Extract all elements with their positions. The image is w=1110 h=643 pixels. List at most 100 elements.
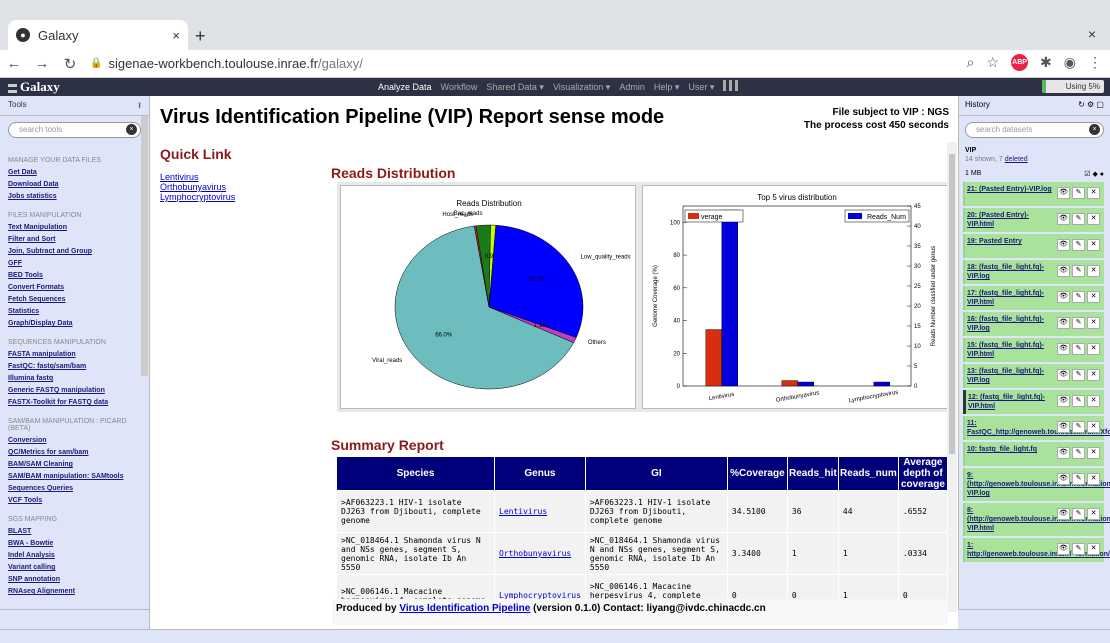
eye-icon[interactable]: 👁 <box>1057 213 1070 225</box>
delete-icon[interactable]: ✕ <box>1087 291 1100 303</box>
delete-icon[interactable]: ✕ <box>1087 421 1100 433</box>
report-scrollbar[interactable] <box>947 142 957 612</box>
eye-icon[interactable]: 👁 <box>1057 265 1070 277</box>
pencil-icon[interactable]: ✎ <box>1072 239 1085 251</box>
tool-download-data[interactable]: Download Data <box>8 181 59 188</box>
tool-bam-sam-cleaning[interactable]: BAM/SAM Cleaning <box>8 461 73 468</box>
history-item-title[interactable]: 16: (fastq_file_light.fq)-VIP.log <box>967 316 1045 332</box>
history-item[interactable]: 15: (fastq_file_light.fq)-VIP.html 👁 ✎ ✕ <box>963 338 1104 362</box>
genus-link[interactable]: Lymphocryptovirus <box>499 591 581 600</box>
history-item[interactable]: 12: (fastq_file_light.fq)-VIP.html 👁 ✎ ✕ <box>963 390 1104 414</box>
history-item[interactable]: 1: http://genoweb.toulouse.inra.fr/~form… <box>963 538 1110 562</box>
eye-icon[interactable]: 👁 <box>1057 317 1070 329</box>
eye-icon[interactable]: 👁 <box>1057 508 1070 520</box>
deleted-link[interactable]: deleted <box>1004 156 1028 163</box>
tool-join-subtract-and-group[interactable]: Join, Subtract and Group <box>8 248 93 255</box>
delete-icon[interactable]: ✕ <box>1087 343 1100 355</box>
history-hscroll[interactable] <box>958 609 1110 629</box>
url-field[interactable]: 🔒 sigenae-workbench.toulouse.inrae.fr/ga… <box>90 56 363 71</box>
tool-qc-metrics-for-sam-bam[interactable]: QC/Metrics for sam/bam <box>8 449 89 456</box>
history-item[interactable]: 8: (http://genoweb.toulouse.inra.fr/Xfor… <box>963 503 1110 536</box>
tool-section-title[interactable]: SAM/BAM MANIPULATION : PICARD (BETA) <box>8 418 127 432</box>
extensions-icon[interactable]: ✱ <box>1040 54 1052 70</box>
eye-icon[interactable]: 👁 <box>1057 395 1070 407</box>
tool-fasta-manipulation[interactable]: FASTA manipulation <box>8 351 76 358</box>
history-item[interactable]: 11: FastQC_http://genoweb.toulouse.inra.… <box>963 416 1110 440</box>
menu-icon[interactable]: ⋮ <box>1088 54 1102 70</box>
delete-icon[interactable]: ✕ <box>1087 265 1100 277</box>
history-item-title[interactable]: 1: http://genoweb.toulouse.inra.fr/~form… <box>967 542 1110 558</box>
tool-graph-display-data[interactable]: Graph/Display Data <box>8 320 73 327</box>
clear-history-search-icon[interactable]: × <box>1089 124 1100 135</box>
pencil-icon[interactable]: ✎ <box>1072 265 1085 277</box>
tool-section-title[interactable]: SEQUENCES MANIPULATION <box>8 339 106 346</box>
tool-panel-scrollbar[interactable] <box>141 116 148 376</box>
history-item-title[interactable]: 12: (fastq_file_light.fq)-VIP.html <box>968 394 1046 410</box>
eye-icon[interactable]: 👁 <box>1057 343 1070 355</box>
history-item-title[interactable]: 9: (http://genoweb.toulouse.inra.fr/Xfor… <box>967 472 1110 497</box>
profile-icon[interactable]: ◉ <box>1063 54 1076 70</box>
tool-illumina-fastq[interactable]: Illumina fastq <box>8 375 54 382</box>
history-item[interactable]: 16: (fastq_file_light.fq)-VIP.log 👁 ✎ ✕ <box>963 312 1104 336</box>
bookmark-star-icon[interactable]: ☆ <box>986 54 1000 70</box>
tool-sequences-queries[interactable]: Sequences Queries <box>8 485 73 492</box>
nav-workflow[interactable]: Workflow <box>440 82 478 92</box>
quick-link-orthobunyavirus[interactable]: Orthobunyavirus <box>160 182 227 192</box>
tool-fastqc-fastq-sam-bam[interactable]: FastQC: fastq/sam/bam <box>8 363 87 370</box>
nav-visualization[interactable]: Visualization ▾ <box>552 82 611 92</box>
pencil-icon[interactable]: ✎ <box>1072 421 1085 433</box>
history-item-title[interactable]: 11: FastQC_http://genoweb.toulouse.inra.… <box>967 420 1110 436</box>
eye-icon[interactable]: 👁 <box>1057 447 1070 459</box>
history-search-input[interactable]: search datasets × <box>965 122 1104 138</box>
clear-search-icon[interactable]: × <box>126 124 137 135</box>
tool-bwa-bowtie[interactable]: BWA - Bowtie <box>8 540 54 547</box>
pencil-icon[interactable]: ✎ <box>1072 369 1085 381</box>
tool-conversion[interactable]: Conversion <box>8 437 47 444</box>
new-tab-button[interactable]: + <box>195 26 206 46</box>
genus-link[interactable]: Orthobunyavirus <box>499 549 572 558</box>
report-scroll-thumb[interactable] <box>949 154 955 454</box>
history-item[interactable]: 9: (http://genoweb.toulouse.inra.fr/Xfor… <box>963 468 1110 501</box>
pencil-icon[interactable]: ✎ <box>1072 213 1085 225</box>
footer-vip-link[interactable]: Virus Identification Pipeline <box>399 603 531 614</box>
back-icon[interactable]: ← <box>6 55 22 72</box>
galaxy-brand[interactable]: Galaxy <box>8 79 60 95</box>
nav-user[interactable]: User ▾ <box>688 82 715 92</box>
tool-section-title[interactable]: MANAGE YOUR DATA FILES <box>8 157 101 164</box>
tool-section-title[interactable]: FILES MANIPULATION <box>8 212 82 219</box>
tool-fastx-toolkit-for-fastq-data[interactable]: FASTX-Toolkit for FASTQ data <box>8 399 109 406</box>
delete-icon[interactable]: ✕ <box>1087 395 1100 407</box>
adblock-icon[interactable]: ABP <box>1011 54 1029 71</box>
tool-sam-bam-manipulation-samtools[interactable]: SAM/BAM manipulation: SAMtools <box>8 473 124 480</box>
tool-bed-tools[interactable]: BED Tools <box>8 272 43 279</box>
tool-rnaseq-alignement[interactable]: RNAseq Alignement <box>8 588 76 595</box>
eye-icon[interactable]: 👁 <box>1057 543 1070 555</box>
history-item-title[interactable]: 21: (Pasted Entry)-VIP.log <box>967 186 1052 193</box>
close-tab-icon[interactable]: × <box>172 27 180 43</box>
pencil-icon[interactable]: ✎ <box>1072 187 1085 199</box>
tool-statistics[interactable]: Statistics <box>8 308 40 315</box>
zoom-icon[interactable]: ⌕ <box>966 54 975 70</box>
delete-icon[interactable]: ✕ <box>1087 213 1100 225</box>
quick-link-lentivirus[interactable]: Lentivirus <box>160 172 199 182</box>
delete-icon[interactable]: ✕ <box>1087 508 1100 520</box>
history-item[interactable]: 13: (fastq_file_light.fq)-VIP.log 👁 ✎ ✕ <box>963 364 1104 388</box>
tool-blast[interactable]: BLAST <box>8 528 32 535</box>
bottom-scrollbar[interactable] <box>0 629 1110 643</box>
genus-link[interactable]: Lentivirus <box>499 507 548 516</box>
delete-icon[interactable]: ✕ <box>1087 187 1100 199</box>
history-name[interactable]: VIP <box>965 147 977 154</box>
forward-icon[interactable]: → <box>34 55 50 72</box>
eye-icon[interactable]: 👁 <box>1057 369 1070 381</box>
history-item[interactable]: 21: (Pasted Entry)-VIP.log 👁 ✎ ✕ <box>963 182 1104 206</box>
tool-variant-calling[interactable]: Variant calling <box>8 564 56 571</box>
history-item-title[interactable]: 20: (Pasted Entry)-VIP.html <box>967 212 1029 228</box>
tool-text-manipulation[interactable]: Text Manipulation <box>8 224 67 231</box>
history-item-title[interactable]: 13: (fastq_file_light.fq)-VIP.log <box>967 368 1045 384</box>
history-item-title[interactable]: 10: fastq_file_light.fq <box>967 446 1038 453</box>
history-options-icons[interactable]: ↻ ⚙ ▢ <box>1078 100 1104 109</box>
history-item[interactable]: 18: (fastq_file_light.fq)-VIP.log 👁 ✎ ✕ <box>963 260 1104 284</box>
pencil-icon[interactable]: ✎ <box>1072 291 1085 303</box>
tool-get-data[interactable]: Get Data <box>8 169 37 176</box>
history-item[interactable]: 10: fastq_file_light.fq 👁 ✎ ✕ <box>963 442 1104 466</box>
